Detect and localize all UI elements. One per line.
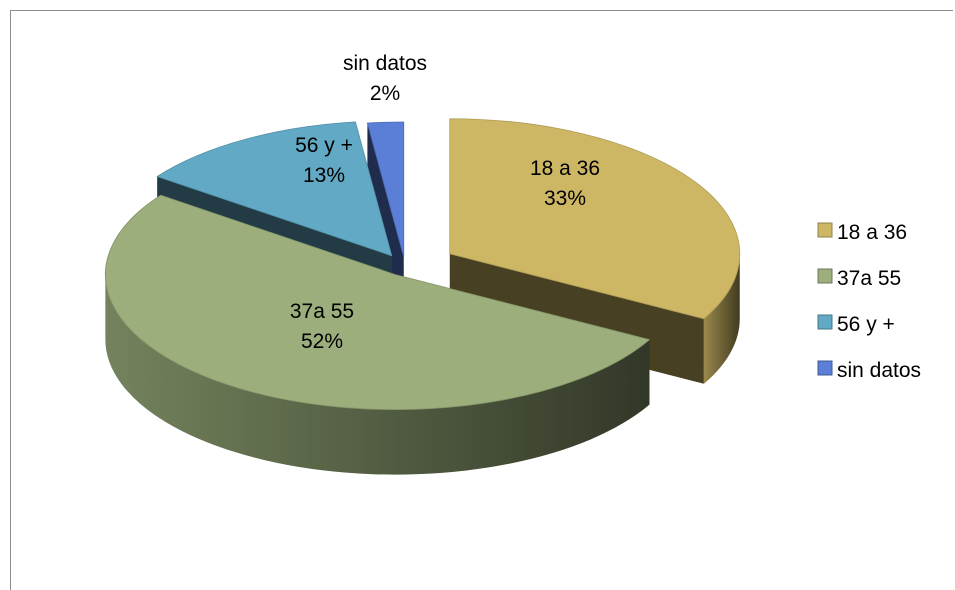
data-label-category-18-a-36: 18 a 36 (530, 157, 600, 180)
legend-item-sin-datos: sin datos (817, 359, 921, 382)
legend-label-37a-55: 37a 55 (837, 267, 901, 290)
slice-56-y (156, 121, 393, 257)
legend-label-56-y: 56 y + (837, 313, 895, 336)
legend-swatch-37a-55 (817, 268, 833, 284)
data-label-category-sin-datos: sin datos (343, 52, 427, 75)
legend-swatch-56-y (817, 314, 833, 330)
legend-swatch-sin-datos (817, 360, 833, 376)
legend-label-18-a-36: 18 a 36 (837, 221, 907, 244)
legend-item-18-a-36: 18 a 36 (817, 221, 907, 244)
slice-sin-datos (366, 121, 405, 258)
slice-rim-18-a-36-0 (703, 253, 740, 384)
slice-tops (104, 118, 741, 410)
slice-37a-55 (104, 194, 651, 410)
legend-item-37a-55: 37a 55 (817, 267, 901, 290)
slice-rim-37a-55-0 (105, 274, 650, 475)
data-labels: 18 a 36 33% 37a 55 52% 56 y + 13% sin datos 2% (290, 52, 600, 353)
data-label-category-56-y: 56 y + (295, 134, 353, 157)
data-label-category-37a-55: 37a 55 (290, 300, 354, 323)
slice-side-sin-datos (367, 123, 404, 323)
data-label-value-56-y: 13% (303, 164, 345, 187)
legend: 18 a 36 37a 55 56 y + sin datos (817, 221, 921, 382)
data-label-value-18-a-36: 33% (544, 187, 586, 210)
legend-item-56-y: 56 y + (817, 313, 895, 336)
slice-18-a-36 (449, 118, 741, 320)
legend-label-sin-datos: sin datos (837, 359, 921, 382)
slice-wall-sin-datos-0 (367, 123, 404, 323)
data-label-value-sin-datos: 2% (370, 82, 400, 105)
legend-swatch-18-a-36 (817, 222, 833, 238)
data-label-value-37a-55: 52% (301, 330, 343, 353)
